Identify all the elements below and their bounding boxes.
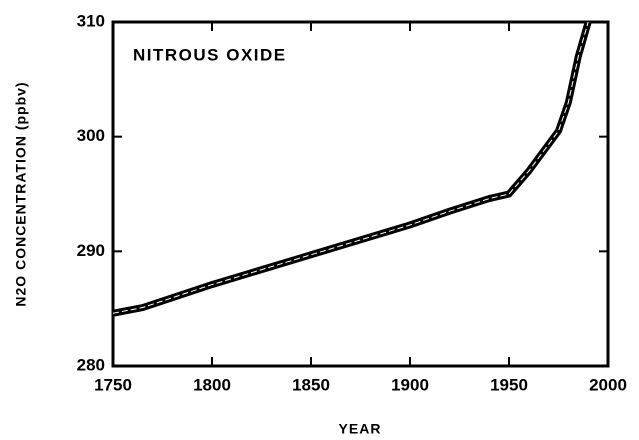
x-tick-label: 1850	[292, 375, 330, 394]
y-axis-title: N2O CONCENTRATION (ppbv)	[13, 81, 29, 306]
x-tick-label: 1900	[391, 375, 429, 394]
y-tick-label: 290	[77, 241, 105, 260]
x-axis-title: YEAR	[339, 421, 382, 437]
chart-title: NITROUS OXIDE	[133, 45, 287, 64]
y-tick-label: 300	[77, 126, 105, 145]
y-tick-label: 280	[77, 355, 105, 374]
plot-frame	[111, 20, 610, 368]
y-tick-label: 310	[77, 11, 105, 30]
x-tick-label: 1950	[490, 375, 528, 394]
series-line	[113, 22, 592, 317]
series-line-highlight	[113, 22, 589, 314]
x-tick-label: 1750	[94, 375, 132, 394]
x-tick-label: 1800	[193, 375, 231, 394]
x-tick-label: 2000	[589, 375, 627, 394]
